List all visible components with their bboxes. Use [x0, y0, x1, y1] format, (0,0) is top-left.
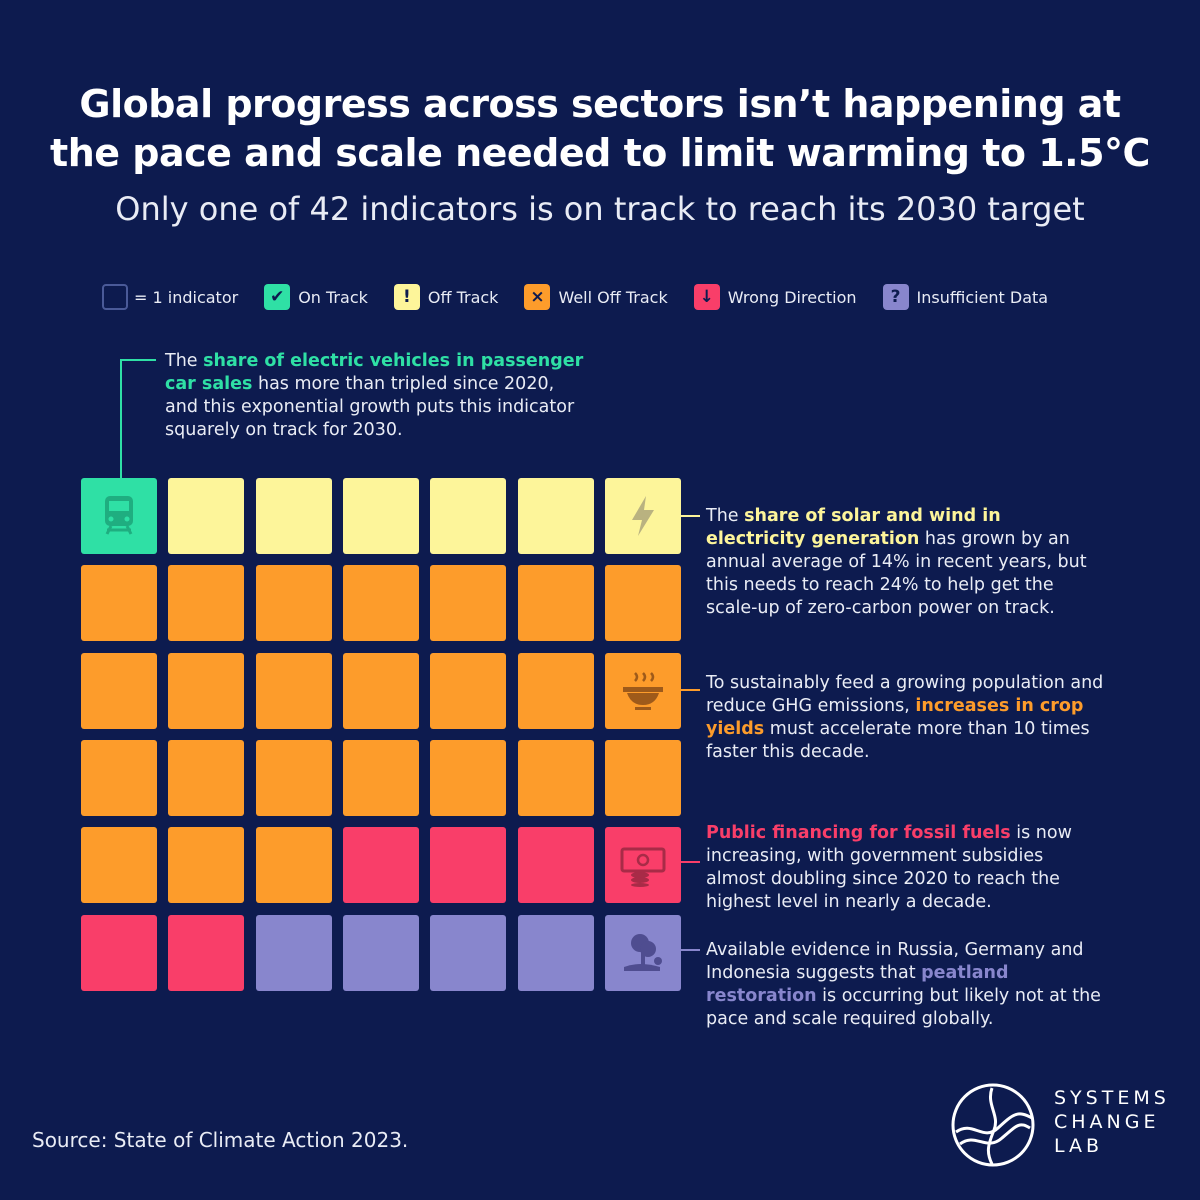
food-bowl-icon: [619, 669, 667, 713]
waffle-cell-well-off: [517, 652, 594, 729]
waffle-cell-well-off: [255, 827, 332, 904]
chart-subtitle: Only one of 42 indicators is on track to…: [115, 190, 1085, 228]
waffle-cell-wrong: [81, 914, 157, 991]
waffle-cell-well-off: [81, 739, 157, 816]
annotation-fossil-highlight: Public financing for fossil fuels: [706, 823, 1011, 843]
legend-item-well-off-track: × Well Off Track: [524, 284, 668, 310]
waffle-cell-well-off: [604, 739, 681, 816]
source-note: Source: State of Climate Action 2023.: [32, 1128, 409, 1152]
waffle-cell-well-off: [342, 739, 419, 816]
waffle-grid: [0, 0, 700, 1000]
train-icon: [99, 494, 139, 538]
waffle-cell-wrong: [342, 827, 419, 904]
waffle-cell-well-off: [168, 565, 245, 642]
annotation-solar-pre: The: [706, 506, 745, 526]
waffle-cell-well-off: [255, 739, 332, 816]
annotation-solar-highlight: share of solar and wind in electricity g…: [706, 506, 1001, 549]
waffle-cell-off: [430, 478, 507, 554]
waffle-cell-off: [168, 478, 245, 554]
waffle-cell-wrong: [517, 827, 594, 904]
annotation-crop-post: must accelerate more than 10 times faste…: [706, 719, 1090, 762]
cross-icon: ×: [524, 284, 551, 310]
arrow-down-icon: ↓: [693, 284, 720, 310]
legend-label-well-off-track: Well Off Track: [558, 287, 668, 307]
logo-line-2: CHANGE: [1054, 1111, 1160, 1133]
legend-label-wrong-direction: Wrong Direction: [727, 287, 857, 307]
waffle-cell-on: [81, 478, 157, 554]
waffle-cell-well-off: [81, 565, 157, 642]
waffle-cell-well-off: [517, 565, 594, 642]
legend-item-on-track: ✔ On Track: [264, 284, 368, 310]
waffle-cell-well-off: [342, 652, 419, 729]
waffle-cell-well-off: [81, 652, 157, 729]
waffle-cell-insufficient: [430, 914, 507, 991]
annotation-solar-post: has grown by an annual average of 14% in…: [706, 529, 1087, 618]
annotation-crop: To sustainably feed a growing population…: [706, 672, 1106, 764]
logo-line-3: LAB: [1054, 1135, 1104, 1157]
waffle-cell-well-off: [255, 652, 332, 729]
tree-land-icon: [620, 931, 666, 975]
waffle-cell-well-off: [604, 652, 681, 729]
question-icon: ?: [882, 284, 909, 310]
waffle-cell-well-off: [430, 652, 507, 729]
waffle-cell-well-off: [168, 652, 245, 729]
chart-title: Global progress across sectors isn’t hap…: [0, 80, 1200, 178]
title-line-2: the pace and scale needed to limit warmi…: [50, 131, 1150, 175]
annotation-crop-highlight: increases in crop yields: [706, 696, 1084, 739]
waffle-cell-insufficient: [342, 914, 419, 991]
annotation-ev-pre: The: [165, 351, 204, 371]
annotation-peat-pre: Available evidence in Russia, Germany an…: [706, 940, 1084, 983]
waffle-cell-well-off: [430, 739, 507, 816]
legend-item-wrong-direction: ↓ Wrong Direction: [693, 284, 857, 310]
legend: = 1 indicator ✔ On Track ! Off Track × W…: [102, 282, 1074, 312]
waffle-cell-off: [255, 478, 332, 554]
logo-text: SYSTEMS CHANGE LAB: [1054, 1086, 1170, 1158]
waffle-cell-wrong: [604, 827, 681, 904]
waffle-cell-well-off: [81, 827, 157, 904]
waffle-cell-well-off: [342, 565, 419, 642]
legend-label-on-track: On Track: [298, 287, 368, 307]
legend-label-insufficient-data: Insufficient Data: [916, 287, 1049, 307]
money-coins-icon: [618, 843, 668, 888]
waffle-cell-well-off: [604, 565, 681, 642]
annotation-peat: Available evidence in Russia, Germany an…: [706, 939, 1106, 1031]
waffle-cell-insufficient: [604, 914, 681, 991]
waffle-cell-well-off: [168, 827, 245, 904]
legend-item-insufficient-data: ? Insufficient Data: [882, 284, 1049, 310]
waffle-cell-well-off: [517, 739, 594, 816]
waffle-cell-insufficient: [255, 914, 332, 991]
annotation-ev-highlight: share of electric vehicles in passenger …: [165, 351, 584, 394]
waffle-cell-off: [604, 478, 681, 554]
title-line-1: Global progress across sectors isn’t hap…: [79, 82, 1121, 126]
waffle-cell-wrong: [430, 827, 507, 904]
annotation-peat-post: is occurring but likely not at the pace …: [706, 986, 1101, 1029]
waffle-cell-insufficient: [517, 914, 594, 991]
lightning-icon: [628, 494, 658, 538]
annotation-ev: The share of electric vehicles in passen…: [165, 350, 590, 442]
annotation-peat-highlight: peatland restoration: [706, 963, 1009, 1006]
systems-change-lab-logo-icon: [951, 1083, 1035, 1167]
logo-line-1: SYSTEMS: [1054, 1087, 1170, 1109]
unit-square-icon: [102, 284, 128, 310]
annotation-solar: The share of solar and wind in electrici…: [706, 505, 1106, 620]
check-icon: ✔: [264, 284, 291, 310]
waffle-cell-off: [342, 478, 419, 554]
exclamation-icon: !: [393, 284, 420, 310]
waffle-cell-well-off: [255, 565, 332, 642]
waffle-cell-wrong: [168, 914, 245, 991]
annotation-ev-post: has more than tripled since 2020, and th…: [165, 374, 575, 440]
annotation-fossil-post: is now increasing, with government subsi…: [706, 823, 1072, 912]
legend-item-off-track: ! Off Track: [393, 284, 499, 310]
annotation-fossil: Public financing for fossil fuels is now…: [706, 822, 1106, 914]
legend-label-unit: = 1 indicator: [134, 287, 239, 307]
legend-item-unit: = 1 indicator: [102, 284, 238, 310]
legend-label-off-track: Off Track: [427, 287, 499, 307]
waffle-cell-well-off: [168, 739, 245, 816]
annotation-crop-pre: To sustainably feed a growing population…: [706, 673, 1104, 716]
connector-ev: [120, 359, 156, 478]
waffle-cell-off: [517, 478, 594, 554]
waffle-cell-well-off: [430, 565, 507, 642]
